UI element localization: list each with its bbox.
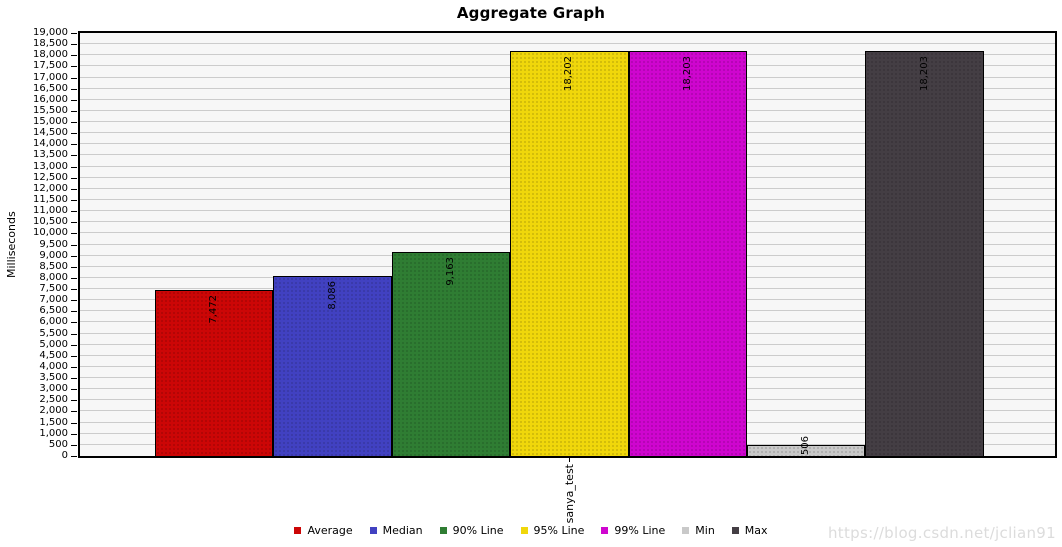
bar-95-line: 18,202 bbox=[510, 50, 629, 456]
legend-swatch bbox=[369, 526, 377, 534]
bar-max: 18,203 bbox=[865, 50, 984, 456]
y-axis-tick-labels: 0 500 1,000 1,500 2,000 2,500 3,000 3,500 4,000 4… bbox=[0, 28, 78, 461]
y-tick-label: 15,500 bbox=[33, 104, 77, 116]
legend-item-average: Average bbox=[294, 523, 353, 537]
bar-value-label: 18,203 bbox=[918, 55, 930, 91]
y-tick-label: 12,500 bbox=[33, 171, 77, 183]
y-tick-label: 9,000 bbox=[39, 249, 77, 261]
legend-item-95-line: 95% Line bbox=[520, 523, 585, 537]
legend-label: Min bbox=[695, 523, 715, 537]
y-tick-label: 8,000 bbox=[39, 271, 77, 283]
x-axis-category-label: sanya_test bbox=[563, 464, 576, 524]
y-tick-label: 12,000 bbox=[33, 182, 77, 194]
y-tick-label: 14,500 bbox=[33, 127, 77, 139]
legend-swatch bbox=[294, 526, 302, 534]
bar-value-label: 18,202 bbox=[563, 55, 575, 91]
y-tick-label: 4,500 bbox=[39, 349, 77, 361]
y-tick-label: 3,500 bbox=[39, 372, 77, 384]
y-tick-label: 2,000 bbox=[39, 405, 77, 417]
bar-value-label: 8,086 bbox=[326, 280, 338, 310]
gridline bbox=[80, 43, 1055, 45]
y-tick-label: 10,000 bbox=[33, 227, 77, 239]
y-tick-label: 4,000 bbox=[39, 360, 77, 372]
y-tick-label: 2,500 bbox=[39, 394, 77, 406]
bar-value-label: 7,472 bbox=[208, 294, 220, 324]
y-tick-label: 7,500 bbox=[39, 283, 77, 295]
y-tick-label: 5,500 bbox=[39, 327, 77, 339]
bar-average: 7,472 bbox=[155, 289, 274, 456]
y-tick-label: 3,000 bbox=[39, 383, 77, 395]
y-tick-label: 13,000 bbox=[33, 160, 77, 172]
y-tick-label: 16,000 bbox=[33, 93, 77, 105]
legend-item-99-line: 99% Line bbox=[601, 524, 665, 537]
legend-item-max: Max bbox=[731, 523, 768, 537]
y-tick-label: 1,000 bbox=[39, 427, 77, 439]
plot-area: 7,472 8,086 9,163 18,202 18,203 506 18,203 bbox=[78, 31, 1057, 458]
legend-item-min: Min bbox=[682, 524, 715, 537]
bar-min: 506 bbox=[747, 436, 866, 456]
y-tick-label: 16,500 bbox=[33, 82, 77, 94]
legend-label: Average bbox=[307, 523, 353, 537]
watermark-text: https://blog.csdn.net/jclian91 bbox=[828, 524, 1056, 542]
legend-label: 99% Line bbox=[614, 523, 666, 537]
y-tick-label: 8,500 bbox=[39, 260, 77, 272]
legend-item-median: Median bbox=[369, 523, 423, 537]
y-tick-label: 11,000 bbox=[33, 205, 77, 217]
x-axis-tick-mark bbox=[569, 458, 570, 462]
y-tick-label: 18,500 bbox=[33, 38, 77, 50]
legend-label: Median bbox=[382, 523, 423, 537]
bar-median: 8,086 bbox=[273, 275, 392, 456]
y-tick-label: 5,000 bbox=[39, 338, 77, 350]
legend-swatch bbox=[682, 526, 690, 534]
y-tick-label: 14,000 bbox=[33, 138, 77, 150]
y-tick-label: 17,500 bbox=[33, 60, 77, 72]
legend-swatch bbox=[520, 526, 528, 534]
y-tick-label: 7,000 bbox=[39, 294, 77, 306]
legend-swatch bbox=[601, 526, 609, 534]
legend-item-90-line: 90% Line bbox=[439, 523, 504, 537]
y-tick-label: 9,500 bbox=[39, 238, 77, 250]
y-tick-label: 11,500 bbox=[33, 193, 77, 205]
y-tick-label: 0 bbox=[61, 450, 78, 461]
chart-title: Aggregate Graph bbox=[456, 4, 606, 22]
y-tick-label: 6,500 bbox=[39, 305, 77, 317]
bar-90-line: 9,163 bbox=[391, 252, 511, 456]
legend-swatch bbox=[439, 526, 447, 534]
legend-label: 90% Line bbox=[452, 523, 504, 537]
y-tick-label: 17,000 bbox=[33, 71, 77, 83]
bar-99-line: 18,203 bbox=[628, 50, 747, 456]
y-tick-label: 18,000 bbox=[33, 49, 77, 61]
y-tick-label: 19,000 bbox=[33, 27, 77, 38]
legend-label: Max bbox=[744, 523, 768, 537]
y-tick-label: 6,000 bbox=[39, 316, 77, 328]
legend: Average Median 90% Line 95% Line 99% Line Min… bbox=[0, 523, 1062, 537]
y-tick-label: 13,500 bbox=[33, 149, 77, 161]
y-tick-label: 15,000 bbox=[33, 116, 77, 128]
y-tick-label: 10,500 bbox=[33, 216, 77, 228]
legend-label: 95% Line bbox=[533, 523, 585, 537]
legend-swatch bbox=[731, 526, 739, 534]
y-tick-label: 1,500 bbox=[39, 416, 77, 428]
bar-value-label: 9,163 bbox=[444, 257, 456, 286]
bar-value-label: 18,203 bbox=[681, 55, 693, 91]
y-tick-label: 500 bbox=[48, 438, 78, 450]
bar-value-label: 506 bbox=[800, 435, 812, 455]
